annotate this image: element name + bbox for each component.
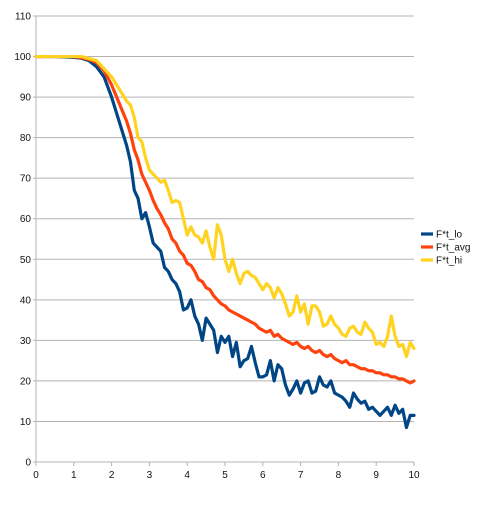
y-tick-label: 20 [20,376,32,387]
axes-layer: 0 10 20 30 40 50 60 70 80 90 100 110 0 1 2 3 4 5 6 7 8 9 10 [14,12,420,482]
series-line-1 [34,54,416,385]
y-tick-label: 50 [20,255,32,266]
y-tick-label: 10 [20,417,32,428]
y-tick-label: 100 [14,52,31,63]
y-tick-label: 70 [20,174,32,185]
legend-label-0: F*t_lo [436,230,463,241]
y-tick-label: 0 [25,458,31,469]
x-tick-label: 3 [147,470,153,481]
x-tick-label: 8 [336,470,342,481]
y-tick-label: 90 [20,93,32,104]
x-tick-label: 1 [71,470,77,481]
y-tick-label: 80 [20,133,32,144]
y-tick-label: 40 [20,295,32,306]
legend: F*t_lo F*t_avg F*t_hi [421,230,470,267]
grid-layer [36,15,414,422]
x-tick-label: 0 [33,470,39,481]
series-layer [34,54,416,430]
x-tick-label: 6 [260,470,266,481]
series-line-0 [34,54,416,430]
x-tick-label: 4 [184,470,190,481]
y-tick-label: 110 [15,12,31,23]
x-tick-label: 7 [298,470,304,481]
x-tick-label: 9 [373,470,379,481]
legend-label-2: F*t_hi [436,256,462,267]
series-line-2 [34,54,416,359]
y-tick-label: 30 [20,336,32,347]
x-tick-label: 5 [222,470,228,481]
x-tick-label: 10 [408,470,420,481]
y-tick-label: 60 [20,214,32,225]
x-tick-label: 2 [109,470,115,481]
legend-label-1: F*t_avg [436,243,470,254]
